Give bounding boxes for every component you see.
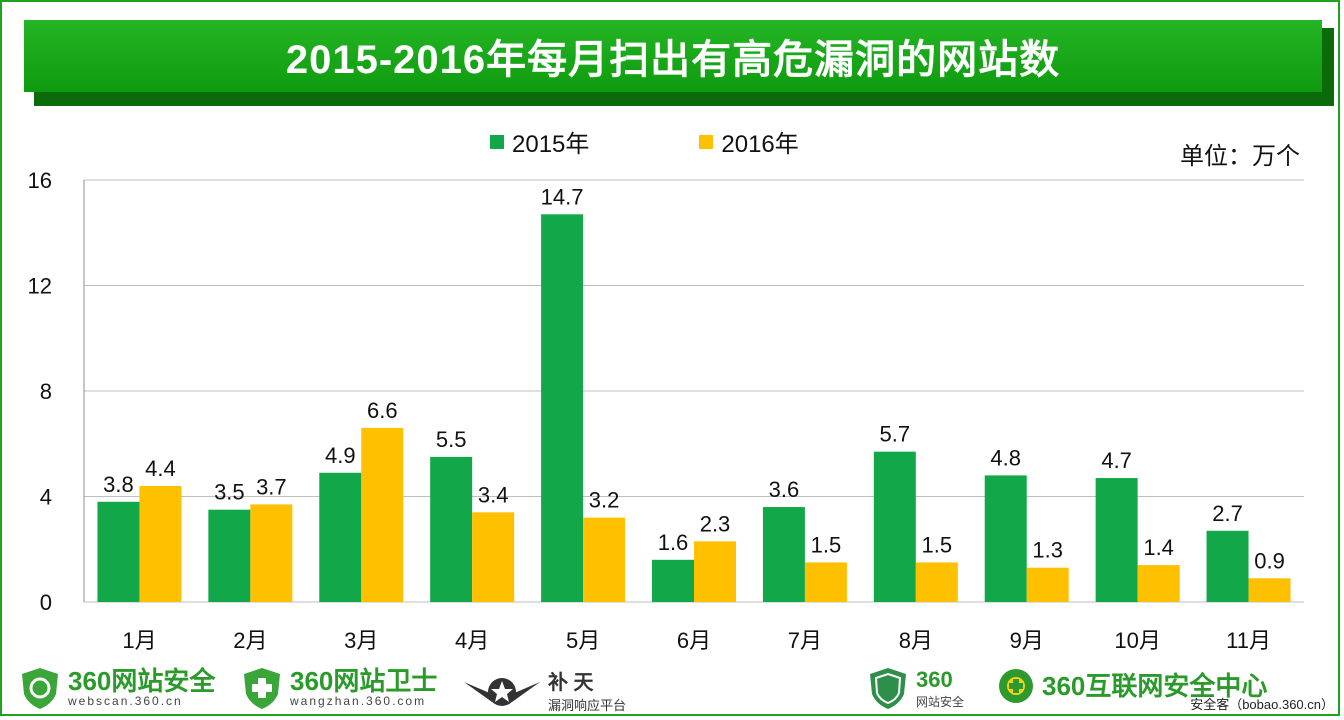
data-label-2015年-5月: 14.7 bbox=[541, 184, 584, 209]
data-label-2015年-6月: 1.6 bbox=[658, 530, 689, 555]
chart-legend: 2015年 2016年 bbox=[490, 124, 799, 159]
logo-wangzhan: 360网站卫士 wangzhan.360.com bbox=[240, 666, 437, 710]
star-wings-icon bbox=[464, 678, 540, 706]
data-label-2015年-7月: 3.6 bbox=[769, 477, 800, 502]
logo-360-sub: 网站安全 bbox=[916, 694, 965, 709]
bar-2016年-5月 bbox=[583, 517, 626, 602]
data-label-2016年-4月: 3.4 bbox=[478, 482, 509, 507]
logo-360-name: 360 bbox=[916, 666, 953, 692]
unit-label: 单位：万个 bbox=[1180, 143, 1300, 170]
data-label-2016年-7月: 1.5 bbox=[811, 532, 842, 557]
x-tick-label-9月: 9月 bbox=[1010, 628, 1044, 653]
data-label-2015年-3月: 4.9 bbox=[325, 443, 356, 468]
x-tick-label-2月: 2月 bbox=[233, 628, 267, 653]
legend-label-2015: 2015年 bbox=[512, 131, 590, 158]
x-tick-label-4月: 4月 bbox=[455, 628, 489, 653]
data-label-2016年-8月: 1.5 bbox=[922, 532, 953, 557]
x-tick-label-8月: 8月 bbox=[899, 628, 933, 653]
legend-item-2016: 2016年 bbox=[699, 124, 799, 159]
footer-logos: 360网站安全 webscan.360.cn 360网站卫士 wangzhan.… bbox=[0, 658, 1344, 718]
bar-2016年-10月 bbox=[1137, 565, 1180, 602]
bar-2015年-2月 bbox=[208, 509, 251, 602]
data-label-2016年-10月: 1.4 bbox=[1143, 535, 1174, 560]
data-label-2015年-4月: 5.5 bbox=[436, 427, 467, 452]
bar-2016年-1月 bbox=[139, 485, 182, 602]
bar-2015年-9月 bbox=[984, 475, 1027, 602]
data-label-2016年-11月: 0.9 bbox=[1254, 548, 1285, 573]
x-tick-label-7月: 7月 bbox=[788, 628, 822, 653]
legend-swatch-2016 bbox=[699, 134, 714, 149]
bar-2016年-11月 bbox=[1248, 578, 1291, 602]
credit-text: 安全客（bobao.360.cn） bbox=[1190, 697, 1334, 712]
data-label-2015年-11月: 2.7 bbox=[1212, 501, 1243, 526]
data-label-2015年-9月: 4.8 bbox=[990, 445, 1021, 470]
bar-2015年-5月 bbox=[541, 214, 584, 602]
bar-2016年-8月 bbox=[915, 562, 958, 602]
y-tick-label-4: 4 bbox=[40, 485, 52, 510]
y-tick-label-12: 12 bbox=[28, 274, 52, 299]
logo-360-center-name: 360互联网安全中心 bbox=[1042, 671, 1268, 701]
bar-2015年-3月 bbox=[319, 472, 362, 602]
logo-360-center: 360互联网安全中心 bbox=[996, 666, 1267, 706]
bar-2015年-11月 bbox=[1206, 530, 1249, 602]
logo-butian-sub: 漏洞响应平台 bbox=[548, 698, 627, 713]
x-tick-label-10月: 10月 bbox=[1114, 628, 1160, 653]
globe-icon bbox=[999, 669, 1033, 703]
legend-swatch-2015 bbox=[490, 134, 504, 149]
data-label-2016年-9月: 1.3 bbox=[1032, 538, 1063, 563]
data-label-2016年-3月: 6.6 bbox=[367, 398, 398, 423]
bar-2015年-4月 bbox=[430, 456, 473, 602]
data-label-2015年-8月: 5.7 bbox=[880, 422, 911, 447]
bar-2015年-7月 bbox=[762, 507, 805, 602]
x-tick-label-5月: 5月 bbox=[566, 628, 600, 653]
bar-2016年-3月 bbox=[361, 427, 404, 602]
y-tick-label-8: 8 bbox=[40, 379, 52, 404]
x-tick-label-6月: 6月 bbox=[677, 628, 711, 653]
shield-icon bbox=[870, 668, 906, 709]
data-label-2016年-6月: 2.3 bbox=[700, 511, 731, 536]
x-tick-label-11月: 11月 bbox=[1226, 628, 1271, 653]
bar-2015年-10月 bbox=[1095, 478, 1138, 602]
y-tick-label-0: 0 bbox=[40, 590, 52, 615]
bar-2015年-1月 bbox=[97, 501, 140, 602]
legend-item-2015: 2015年 bbox=[490, 124, 589, 159]
bar-2016年-9月 bbox=[1026, 567, 1069, 602]
logo-webscan: 360网站安全 webscan.360.cn bbox=[18, 666, 215, 710]
y-tick-label-16: 16 bbox=[28, 168, 52, 193]
data-label-2016年-1月: 4.4 bbox=[145, 456, 176, 481]
logo-360-wzaq: 360 网站安全 bbox=[866, 666, 964, 710]
logo-webscan-url: webscan.360.cn bbox=[68, 694, 183, 708]
bar-2015年-8月 bbox=[873, 451, 916, 602]
logo-wangzhan-name: 360网站卫士 bbox=[290, 666, 438, 696]
logo-butian: 补 天 漏洞响应平台 bbox=[462, 666, 626, 714]
bar-2016年-7月 bbox=[804, 562, 847, 602]
data-label-2015年-2月: 3.5 bbox=[214, 480, 245, 505]
data-label-2015年-10月: 4.7 bbox=[1101, 448, 1132, 473]
shield-plus-icon bbox=[244, 668, 280, 709]
x-tick-label-1月: 1月 bbox=[122, 628, 156, 653]
data-label-2016年-2月: 3.7 bbox=[256, 474, 287, 499]
legend-label-2016: 2016年 bbox=[721, 131, 799, 158]
bar-2016年-2月 bbox=[250, 504, 293, 602]
bar-2015年-6月 bbox=[652, 559, 694, 602]
data-label-2015年-1月: 3.8 bbox=[103, 472, 134, 497]
logo-wangzhan-url: wangzhan.360.com bbox=[290, 694, 427, 708]
logo-webscan-name: 360网站安全 bbox=[68, 666, 216, 696]
bar-2016年-4月 bbox=[472, 512, 515, 602]
data-label-2016年-5月: 3.2 bbox=[589, 488, 620, 513]
shield-icon bbox=[22, 668, 58, 709]
bar-2016年-6月 bbox=[694, 541, 736, 602]
x-tick-label-3月: 3月 bbox=[344, 628, 378, 653]
chart-title: 2015-2016年每月扫出有高危漏洞的网站数 bbox=[24, 20, 1322, 92]
logo-butian-name: 补 天 bbox=[548, 672, 594, 694]
